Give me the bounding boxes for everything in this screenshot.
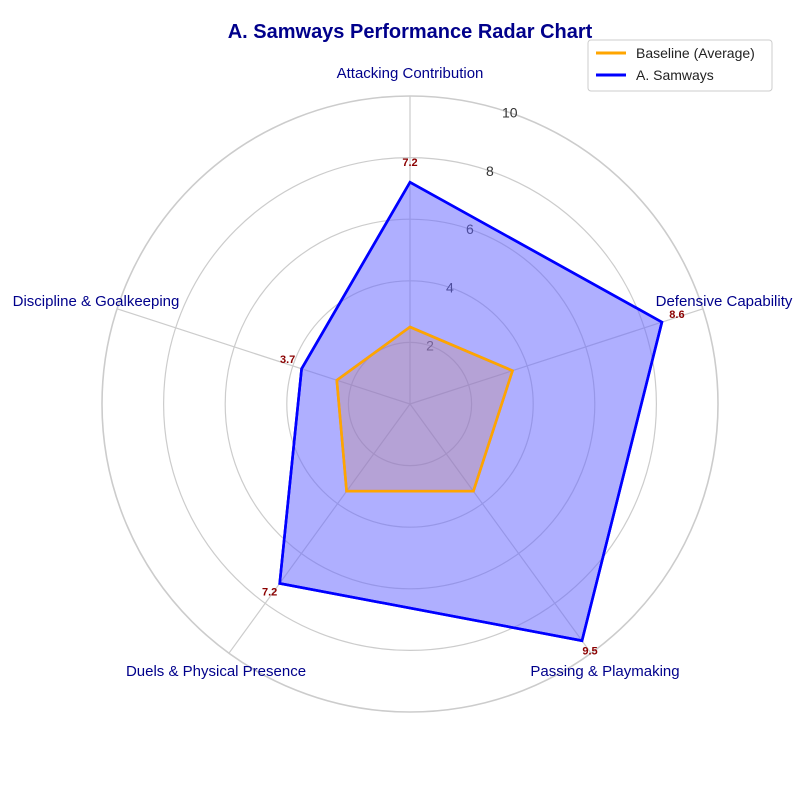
radial-tick-label: 10	[502, 105, 518, 121]
radial-tick-label: 8	[486, 163, 494, 179]
radar-series	[278, 180, 664, 643]
data-label: 7.2	[262, 586, 277, 598]
chart-title: A. Samways Performance Radar Chart	[228, 21, 593, 43]
legend-label-baseline: Baseline (Average)	[636, 45, 755, 61]
series-area-baseline	[336, 327, 513, 492]
data-label: 9.5	[582, 646, 597, 658]
data-label: 7.2	[402, 157, 417, 169]
data-label: 3.7	[280, 354, 295, 366]
legend-label-samways: A. Samways	[636, 67, 714, 83]
legend-box	[587, 39, 773, 92]
axis-label: Passing & Playmaking	[530, 663, 679, 680]
axis-label: Duels & Physical Presence	[126, 663, 306, 680]
axis-label: Defensive Capability	[656, 293, 793, 310]
series-outline-baseline	[335, 325, 515, 493]
radar-labels: Attacking Contribution Defensive Capabili…	[13, 65, 793, 680]
series-outline-samways	[278, 180, 664, 643]
axis-label: Discipline & Goalkeeping	[13, 293, 180, 310]
legend: Baseline (Average) A. Samways	[587, 39, 773, 92]
data-label: 8.6	[669, 309, 684, 321]
axis-label: Attacking Contribution	[337, 65, 484, 82]
